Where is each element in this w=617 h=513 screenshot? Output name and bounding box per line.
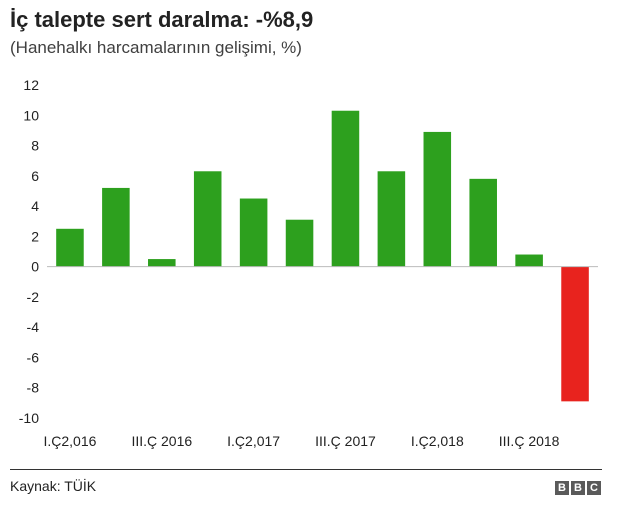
logo-letter: C — [587, 481, 601, 495]
y-tick-label: -10 — [19, 410, 39, 426]
y-tick-label: -8 — [27, 380, 40, 396]
y-tick-label: -4 — [27, 319, 40, 335]
y-axis-ticks: 12 10 8 6 4 2 0 -2 -4 -6 -8 -10 — [19, 77, 39, 426]
bar-0 — [56, 228, 84, 267]
chart-subtitle: (Hanehalkı harcamalarının gelişimi, %) — [10, 38, 302, 57]
logo-letter: B — [555, 481, 569, 495]
x-tick-label: III.Ç 2018 — [499, 433, 560, 449]
bar-10 — [515, 254, 543, 267]
y-tick-label: 2 — [31, 228, 39, 244]
source-note: Kaynak: TÜİK — [10, 478, 97, 494]
y-tick-label: 10 — [23, 107, 39, 123]
y-tick-label: 8 — [31, 138, 39, 154]
logo-letter: B — [571, 481, 585, 495]
bars-group — [56, 110, 589, 402]
bar-5 — [285, 219, 314, 267]
x-axis-ticks: I.Ç2,016 III.Ç 2016 I.Ç2,017 III.Ç 2017 I.Ç2… — [43, 433, 559, 449]
bar-2 — [148, 259, 176, 267]
bar-6 — [331, 110, 360, 267]
y-tick-label: 12 — [23, 77, 39, 93]
bar-9 — [469, 178, 497, 267]
x-tick-label: I.Ç2,018 — [411, 433, 464, 449]
y-tick-label: 6 — [31, 168, 39, 184]
y-tick-label: 4 — [31, 198, 39, 214]
bar-1 — [102, 187, 130, 267]
bar-3 — [193, 171, 222, 267]
chart-title: İç talepte sert daralma: -%8,9 — [10, 7, 314, 32]
y-tick-label: -2 — [27, 289, 40, 305]
x-tick-label: III.Ç 2016 — [131, 433, 192, 449]
x-tick-label: I.Ç2,016 — [43, 433, 96, 449]
source-divider — [10, 469, 602, 470]
y-tick-label: 0 — [31, 259, 39, 275]
bar-8 — [423, 131, 452, 267]
bbc-logo: B B C — [555, 481, 601, 495]
y-tick-label: -6 — [27, 349, 40, 365]
bar-7 — [377, 171, 406, 267]
bar-4 — [239, 198, 268, 267]
x-tick-label: I.Ç2,017 — [227, 433, 280, 449]
x-tick-label: III.Ç 2017 — [315, 433, 376, 449]
bar-11 — [561, 266, 589, 402]
